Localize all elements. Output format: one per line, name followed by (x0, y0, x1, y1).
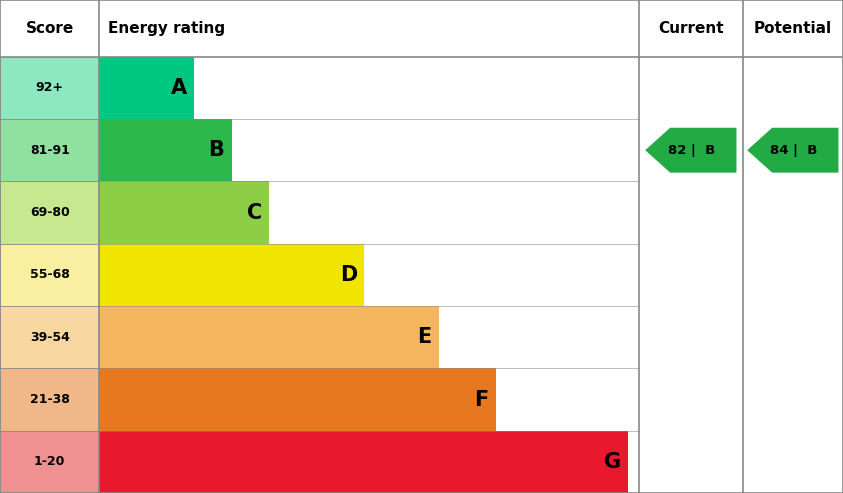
Text: Energy rating: Energy rating (108, 21, 225, 36)
Text: 92+: 92+ (35, 81, 64, 94)
Text: 82 |  B: 82 | B (668, 143, 716, 157)
Text: Score: Score (25, 21, 74, 36)
Text: 55-68: 55-68 (30, 268, 70, 282)
Bar (99, 431, 628, 493)
Bar (99, 368, 496, 431)
Text: E: E (417, 327, 432, 347)
Bar (0, 244, 99, 306)
Bar (0, 368, 99, 431)
Text: Potential: Potential (754, 21, 832, 36)
Bar (0, 306, 99, 368)
Bar (0, 57, 99, 119)
Text: 21-38: 21-38 (30, 393, 70, 406)
Bar (0, 181, 99, 244)
Polygon shape (747, 128, 839, 173)
Text: C: C (247, 203, 262, 222)
Bar (99, 306, 439, 368)
Text: Current: Current (658, 21, 723, 36)
Text: F: F (474, 389, 488, 410)
Bar (0, 431, 99, 493)
Text: B: B (208, 140, 224, 160)
Bar (99, 181, 270, 244)
Text: 84 |  B: 84 | B (771, 143, 818, 157)
Polygon shape (645, 128, 737, 173)
Text: 39-54: 39-54 (30, 331, 70, 344)
Bar (99, 57, 194, 119)
Text: G: G (604, 452, 621, 472)
Bar (0, 119, 99, 181)
Bar (99, 244, 364, 306)
Text: D: D (340, 265, 357, 285)
Bar (99, 119, 232, 181)
Text: A: A (170, 78, 187, 98)
Text: 1-20: 1-20 (34, 456, 66, 468)
Text: 81-91: 81-91 (30, 143, 70, 157)
Text: 69-80: 69-80 (30, 206, 70, 219)
